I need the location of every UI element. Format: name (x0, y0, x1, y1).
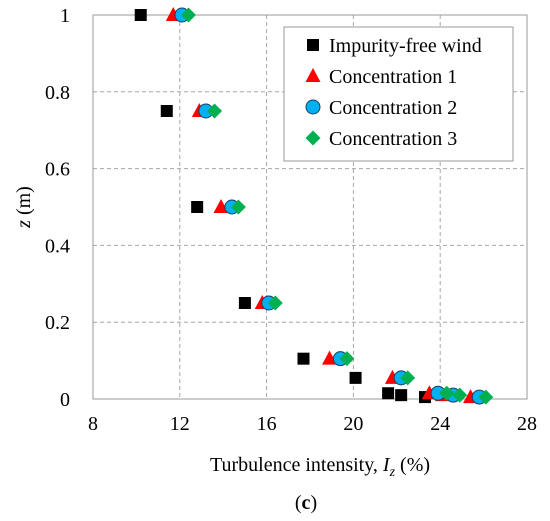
y-tick-label: 0.6 (45, 159, 70, 181)
x-tick-label: 16 (257, 413, 277, 435)
data-point (382, 387, 395, 400)
data-point (238, 297, 251, 309)
y-tick-label: 1 (60, 5, 70, 27)
data-points (134, 7, 494, 405)
x-tick-label: 24 (430, 413, 450, 435)
axis-ticks: 8 12 16 20 24 28 0 0.2 0.4 0.6 0.8 1 (45, 5, 537, 435)
data-point (230, 199, 246, 215)
legend-marker (305, 99, 321, 115)
data-point (207, 103, 223, 119)
data-point (191, 201, 204, 213)
data-point (160, 105, 173, 117)
data-point (180, 7, 196, 23)
data-point (349, 371, 362, 384)
x-tick-label: 28 (517, 413, 537, 435)
y-tick-label: 0.8 (45, 82, 70, 104)
legend-entry-label: Concentration 2 (329, 97, 457, 119)
x-tick-label: 8 (88, 413, 98, 435)
figure-caption: (c) (295, 492, 317, 514)
legend-entry-label: Concentration 1 (329, 66, 457, 88)
y-axis-label: z (m) (13, 186, 35, 229)
legend-entry-label: Impurity-free wind (329, 35, 482, 57)
data-point (452, 387, 468, 403)
data-point (400, 370, 416, 386)
plot-area-frame (92, 14, 528, 400)
data-point (267, 295, 283, 311)
x-tick-label: 20 (343, 413, 363, 435)
y-tick-label: 0.4 (45, 235, 70, 257)
legend-marker (305, 130, 321, 146)
data-point (395, 389, 408, 402)
legend: Impurity-free wind Concentration 1 Concent… (283, 26, 514, 162)
data-point (322, 350, 338, 365)
series-1-points (134, 9, 432, 404)
legend-box (283, 26, 514, 162)
x-tick-label: 12 (170, 413, 190, 435)
data-point (297, 352, 310, 365)
legend-entry-label: Concentration 3 (329, 128, 457, 150)
data-point (439, 385, 455, 401)
data-point (339, 351, 355, 367)
legend-marker (307, 39, 319, 51)
y-tick-label: 0 (60, 389, 70, 411)
data-point (134, 9, 147, 21)
legend-marker (305, 68, 321, 82)
data-point (213, 199, 229, 213)
x-axis-label: Turbulence intensity, Iz (%) (210, 454, 430, 480)
data-point (478, 389, 494, 405)
series-4-points (180, 7, 494, 405)
y-tick-label: 0.2 (45, 312, 70, 334)
